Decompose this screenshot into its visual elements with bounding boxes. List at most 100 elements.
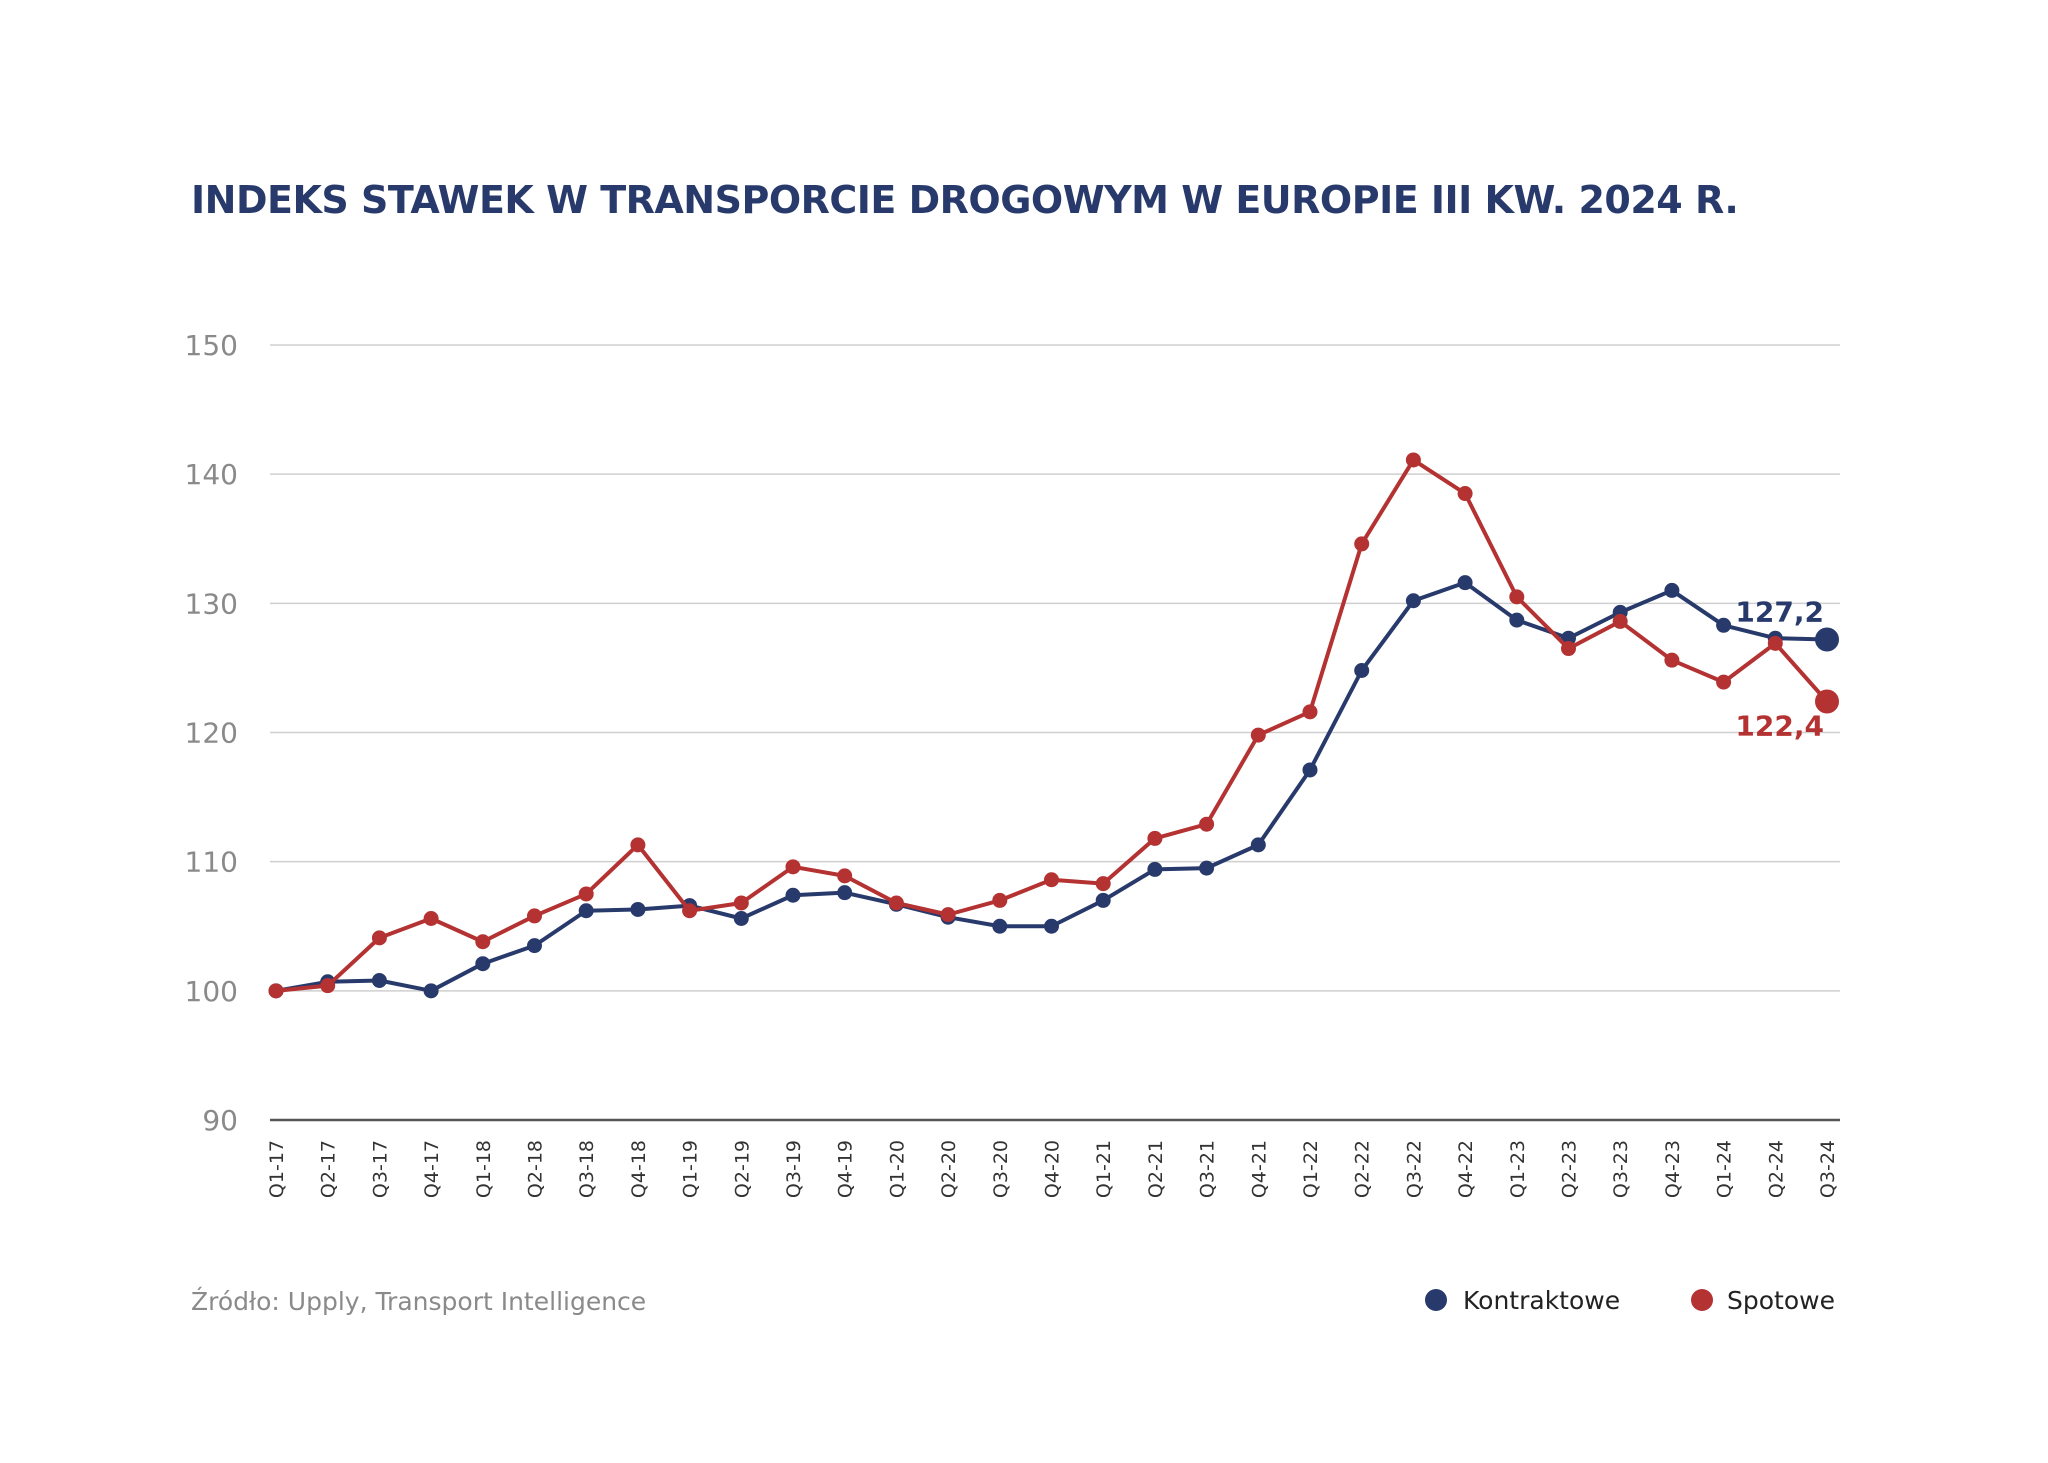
source-note: Źródło: Upply, Transport Intelligence: [191, 1287, 646, 1316]
data-point: [320, 978, 336, 994]
x-tick-label: Q2-23: [1559, 1140, 1581, 1198]
x-tick-label: Q3-19: [783, 1140, 805, 1198]
data-point: [1250, 727, 1266, 743]
x-tick-label: Q3-22: [1403, 1140, 1425, 1198]
data-point: [837, 868, 853, 884]
data-point: [1815, 627, 1839, 652]
data-point: [1457, 486, 1473, 502]
data-point: [475, 956, 491, 972]
x-tick-label: Q1-17: [266, 1140, 288, 1198]
x-tick-label: Q1-24: [1714, 1140, 1736, 1198]
x-tick-label: Q3-20: [990, 1140, 1012, 1198]
x-tick-label: Q2-21: [1145, 1140, 1167, 1198]
data-point: [1302, 762, 1318, 778]
data-point: [1354, 536, 1370, 552]
legend-label-kontraktowe: Kontraktowe: [1463, 1286, 1620, 1315]
data-point: [1095, 876, 1111, 892]
y-tick-label: 120: [185, 717, 238, 750]
data-point: [1664, 582, 1680, 598]
data-point: [1147, 861, 1163, 877]
x-tick-label: Q3-17: [369, 1140, 391, 1198]
legend-marker-spotowe: [1691, 1289, 1713, 1311]
series-line-spotowe: [274, 457, 1829, 993]
x-tick-label: Q3-24: [1817, 1140, 1839, 1198]
legend-label-spotowe: Spotowe: [1727, 1286, 1835, 1315]
x-tick-label: Q1-19: [680, 1140, 702, 1198]
x-tick-label: Q1-20: [886, 1140, 908, 1198]
x-tick-label: Q4-19: [835, 1140, 857, 1198]
data-point: [1250, 837, 1266, 853]
data-point: [785, 887, 801, 903]
data-point: [733, 895, 749, 911]
y-tick-label: 140: [185, 458, 238, 491]
data-point: [578, 886, 594, 902]
legend-marker-kontraktowe: [1425, 1289, 1447, 1311]
data-point: [888, 895, 904, 911]
data-point: [1199, 860, 1215, 876]
data-point: [1095, 892, 1111, 908]
data-point: [1405, 593, 1421, 609]
data-point: [1044, 872, 1059, 888]
x-tick-label: Q2-20: [938, 1140, 960, 1198]
chart-title: INDEKS STAWEK W TRANSPORCIE DROGOWYM W E…: [191, 178, 1738, 222]
data-point: [527, 938, 542, 954]
data-point: [785, 859, 801, 875]
end-value-label: 122,4: [1735, 710, 1824, 743]
data-point: [527, 908, 542, 924]
x-tick-label: Q2-19: [731, 1140, 753, 1198]
data-point: [578, 903, 594, 919]
x-tick-label: Q4-18: [628, 1140, 650, 1198]
data-point: [1716, 674, 1732, 690]
data-point: [1044, 918, 1059, 934]
data-point: [1716, 617, 1732, 633]
data-point: [371, 930, 387, 946]
data-point: [1815, 689, 1839, 714]
data-point: [423, 911, 439, 926]
data-point: [733, 911, 749, 926]
y-tick-label: 130: [185, 587, 238, 620]
legend: Kontraktowe Spotowe: [1425, 1286, 1835, 1315]
x-tick-label: Q1-23: [1507, 1140, 1529, 1198]
series: 127,2 122,4: [268, 452, 1839, 999]
x-tick-label: Q1-18: [473, 1140, 495, 1198]
data-point: [1509, 612, 1525, 628]
data-point: [1561, 641, 1576, 657]
data-point: [1664, 652, 1680, 668]
x-tick-label: Q1-21: [1093, 1140, 1115, 1198]
data-point: [1147, 830, 1163, 846]
x-tick-label: Q4-21: [1248, 1140, 1270, 1198]
data-point: [1509, 589, 1525, 605]
x-tick-label: Q4-17: [421, 1140, 443, 1198]
x-tick-label: Q2-18: [525, 1140, 547, 1198]
data-point: [475, 934, 491, 950]
x-tick-label: Q3-23: [1610, 1140, 1632, 1198]
data-point: [1405, 452, 1421, 468]
x-tick-label: Q2-17: [318, 1140, 340, 1198]
data-point: [992, 892, 1008, 908]
data-point: [1354, 663, 1370, 678]
x-tick-label: Q4-22: [1455, 1140, 1477, 1198]
x-axis-ticks: Q1-17 Q2-17 Q3-17 Q4-17 Q1-18 Q2-18 Q3-18 Q4-18…: [266, 1140, 1839, 1198]
y-tick-label: 110: [185, 846, 238, 879]
series-spotowe: 122,4: [268, 452, 1839, 999]
y-axis-ticks: 90 100 110 120 130 140 150: [185, 329, 238, 1137]
series-kontraktowe: 127,2: [268, 575, 1839, 999]
data-point: [1199, 816, 1215, 832]
data-point: [630, 837, 646, 853]
data-point: [940, 907, 956, 923]
y-tick-label: 90: [202, 1104, 238, 1137]
data-point: [1767, 635, 1783, 651]
x-tick-label: Q4-23: [1662, 1140, 1684, 1198]
data-point: [1561, 630, 1576, 646]
data-point: [371, 973, 387, 988]
data-point: [837, 885, 853, 901]
x-tick-label: Q4-20: [1042, 1140, 1064, 1198]
x-tick-label: Q2-24: [1765, 1140, 1787, 1198]
x-tick-label: Q2-22: [1352, 1140, 1374, 1198]
data-point: [1612, 613, 1628, 629]
data-point: [992, 918, 1008, 934]
end-value-label: 127,2: [1735, 596, 1824, 629]
data-point: [423, 983, 439, 999]
x-tick-label: Q3-21: [1197, 1140, 1219, 1198]
